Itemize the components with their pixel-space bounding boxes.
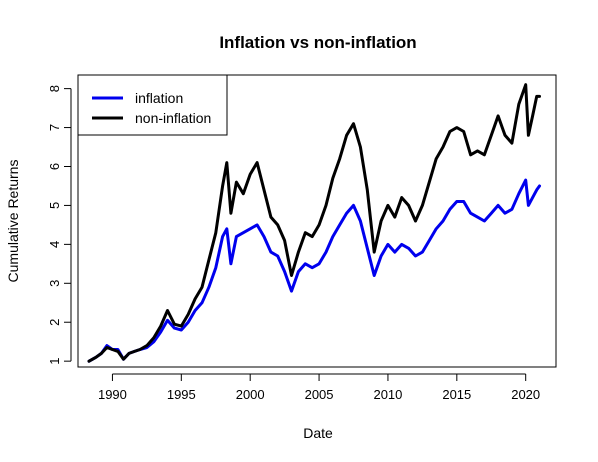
legend-box (77, 74, 228, 136)
series-line-non-inflation (87, 83, 541, 363)
series-layer (87, 83, 541, 363)
plot-frame (77, 74, 557, 368)
y-tick-label: 6 (47, 163, 62, 170)
x-axis-label: Date (303, 425, 333, 441)
y-axis: 1 2 3 4 5 6 7 8 (47, 85, 72, 365)
x-tick-label: 1990 (98, 387, 127, 402)
y-tick-label: 7 (47, 124, 62, 131)
x-tick-label: 1995 (167, 387, 196, 402)
legend-label-non-inflation: non-inflation (135, 110, 211, 126)
x-tick-label: 2005 (305, 387, 334, 402)
legend-label-inflation: inflation (135, 90, 183, 106)
legend: inflation non-inflation (77, 74, 228, 136)
y-tick-label: 3 (47, 280, 62, 287)
y-axis-label: Cumulative Returns (5, 160, 21, 283)
series-line-inflation (87, 178, 541, 363)
y-tick-label: 2 (47, 319, 62, 326)
y-tick-label: 5 (47, 202, 62, 209)
y-tick-label: 8 (47, 85, 62, 92)
y-tick-label: 1 (47, 358, 62, 365)
x-tick-label: 2010 (373, 387, 402, 402)
x-tick-label: 2020 (511, 387, 540, 402)
chart-title: Inflation vs non-inflation (219, 33, 416, 52)
y-tick-label: 4 (47, 241, 62, 248)
x-tick-label: 2000 (236, 387, 265, 402)
x-tick-label: 2015 (442, 387, 471, 402)
x-axis: 1990 1995 2000 2005 2010 2015 2020 (98, 373, 540, 402)
